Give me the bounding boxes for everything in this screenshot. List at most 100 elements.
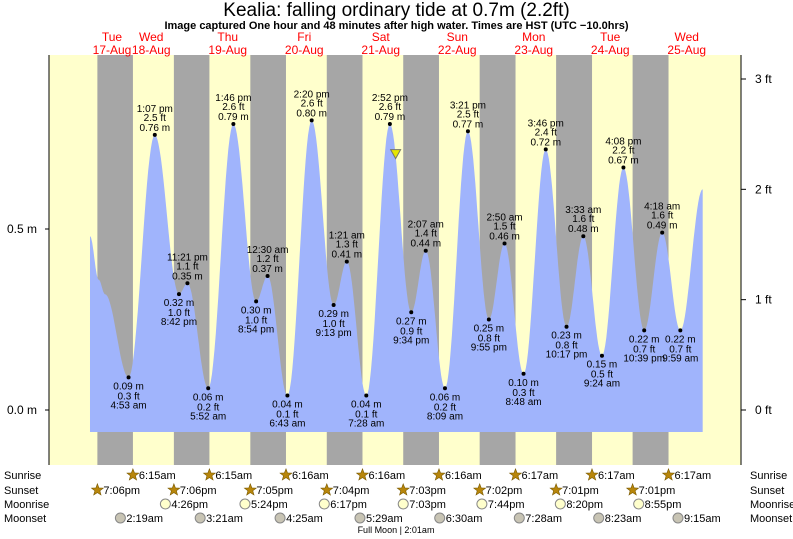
- low-tide-ft: 0.8 ft: [478, 334, 500, 345]
- sunset-time: 7:04pm: [333, 485, 370, 497]
- low-tide-time: 8:42 pm: [161, 317, 197, 328]
- sunset-time: 7:06pm: [180, 485, 217, 497]
- high-tide-time: 1:07 pm: [137, 104, 173, 115]
- sunset-sun-icon: [243, 482, 258, 496]
- moonrise-time: 6:17pm: [330, 499, 367, 511]
- low-tide-ft: 0.5 ft: [591, 370, 613, 381]
- high-tide-m: 0.44 m: [410, 239, 441, 250]
- sunrise-sun-icon: [279, 467, 293, 481]
- day-label: Thu: [217, 30, 238, 44]
- day-night-bands: [49, 55, 741, 465]
- date-label: 21-Aug: [361, 43, 400, 57]
- low-tide-ft: 1.0 ft: [323, 319, 345, 330]
- high-tide-m: 0.67 m: [608, 155, 639, 166]
- moonrise-time: 4:26pm: [171, 499, 208, 511]
- low-tide-m: 0.15 m: [587, 360, 618, 371]
- date-label: 19-Aug: [208, 43, 247, 57]
- sunrise-time: 6:15am: [215, 470, 252, 482]
- moonset-time: 4:25am: [286, 513, 323, 525]
- moonrise-time: 8:20pm: [566, 499, 603, 511]
- high-tide-m: 0.35 m: [172, 271, 203, 282]
- moonset-moon-icon: [194, 512, 206, 524]
- high-tide-ft: 1.6 ft: [572, 214, 594, 225]
- high-tide-ft: 2.6 ft: [222, 102, 244, 113]
- sunrise-sun-icon: [432, 467, 446, 481]
- day-label: Sat: [372, 30, 391, 44]
- high-tide-ft: 1.1 ft: [176, 261, 198, 272]
- low-tide-m: 0.29 m: [318, 309, 349, 320]
- sunrise-row-label: Sunrise: [4, 470, 41, 482]
- sunrise-sun-icon: [661, 467, 676, 481]
- moonrise-time: 8:55pm: [645, 499, 682, 511]
- date-label: 17-Aug: [93, 43, 132, 57]
- day-label: Mon: [522, 30, 545, 44]
- sunrise-time: 6:17am: [675, 470, 712, 482]
- high-tide-m: 0.48 m: [568, 224, 599, 235]
- low-tide-m: 0.04 m: [351, 400, 382, 411]
- low-tide-ft: 0.2 ft: [434, 402, 456, 413]
- low-tide-time: 9:34 pm: [393, 335, 429, 346]
- low-tide-m: 0.06 m: [430, 392, 461, 403]
- day-label: Sun: [447, 30, 468, 44]
- sunset-sun-icon: [472, 482, 487, 496]
- low-tide-time: 8:54 pm: [238, 324, 274, 335]
- high-tide-point: [660, 230, 665, 235]
- day-label: Tue: [102, 30, 123, 44]
- low-tide-m: 0.22 m: [629, 334, 660, 345]
- low-tide-point: [678, 328, 683, 333]
- high-tide-point: [265, 274, 270, 279]
- day-label: Fri: [297, 30, 311, 44]
- moon-phase-label: Full Moon | 2:01am: [358, 525, 435, 535]
- moonrise-time: 7:03pm: [409, 499, 446, 511]
- sunset-time: 7:02pm: [486, 485, 523, 497]
- low-tide-m: 0.25 m: [474, 324, 505, 335]
- low-tide-point: [285, 393, 290, 398]
- moonset-moon-icon: [593, 512, 605, 524]
- moonrise-moon-icon: [633, 498, 645, 510]
- high-tide-ft: 2.5 ft: [144, 113, 166, 124]
- sunrise-time: 6:16am: [445, 470, 482, 482]
- low-tide-m: 0.09 m: [113, 381, 144, 392]
- sunset-sun-icon: [320, 482, 334, 496]
- sunrise-time: 6:15am: [139, 470, 176, 482]
- low-tide-time: 8:48 am: [505, 397, 541, 408]
- moonset-time: 9:15am: [684, 513, 721, 525]
- moonset-moon-icon: [513, 512, 525, 524]
- high-tide-m: 0.37 m: [252, 264, 283, 275]
- high-tide-point: [152, 132, 157, 137]
- high-tide-m: 0.72 m: [530, 137, 561, 148]
- date-label: 23-Aug: [514, 43, 553, 57]
- y-right-tick-label: 2 ft: [755, 182, 772, 196]
- moonrise-moon-icon: [554, 498, 566, 510]
- low-tide-m: 0.32 m: [164, 298, 195, 309]
- high-tide-point: [465, 129, 470, 134]
- low-tide-ft: 0.1 ft: [276, 410, 298, 421]
- moonset-moon-icon: [672, 512, 684, 524]
- high-tide-time: 11:21 pm: [167, 252, 208, 263]
- high-tide-time: 3:46 pm: [528, 118, 564, 129]
- high-tide-time: 4:18 am: [644, 202, 680, 213]
- low-tide-point: [486, 317, 491, 322]
- date-label: 22-Aug: [438, 43, 477, 57]
- sunrise-sun-icon: [126, 467, 140, 481]
- high-tide-point: [344, 259, 349, 264]
- high-tide-time: 1:46 pm: [215, 93, 251, 104]
- high-tide-ft: 1.2 ft: [256, 254, 278, 265]
- moonset-time: 5:29am: [366, 513, 403, 525]
- sunset-sun-icon: [396, 482, 410, 496]
- moonset-row-label-right: Moonset: [750, 513, 792, 525]
- moonset-time: 2:19am: [126, 513, 163, 525]
- high-tide-time: 2:52 pm: [372, 93, 408, 104]
- moonrise-moon-icon: [397, 498, 409, 510]
- low-tide-ft: 0.2 ft: [197, 402, 219, 413]
- low-tide-point: [599, 353, 604, 358]
- low-tide-ft: 0.8 ft: [555, 341, 577, 352]
- moonset-moon-icon: [114, 512, 126, 524]
- high-tide-time: 2:20 pm: [294, 89, 330, 100]
- high-tide-m: 0.46 m: [489, 231, 520, 242]
- low-tide-time: 8:09 am: [427, 411, 463, 422]
- low-tide-ft: 0.1 ft: [355, 410, 377, 421]
- high-tide-time: 2:50 am: [486, 212, 522, 223]
- high-tide-point: [423, 248, 428, 253]
- moonset-time: 6:30am: [446, 513, 483, 525]
